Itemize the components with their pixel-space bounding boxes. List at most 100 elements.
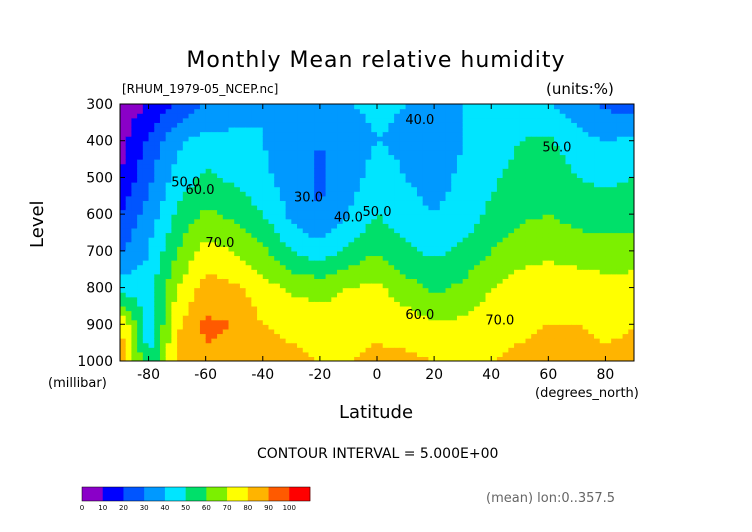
heat-cell <box>496 255 504 261</box>
heat-cell <box>576 292 584 298</box>
heat-cell <box>279 218 287 224</box>
heat-cell <box>611 218 618 224</box>
heat-cell <box>576 204 584 211</box>
heat-cell <box>422 246 429 252</box>
heat-cell <box>428 232 435 238</box>
heat-cell <box>554 122 561 128</box>
heat-cell <box>559 149 567 156</box>
heat-cell <box>554 237 561 243</box>
heat-cell <box>416 149 424 156</box>
heat-cell <box>382 319 390 325</box>
heat-cell <box>479 255 487 261</box>
heat-cell <box>514 136 521 142</box>
heat-cell <box>496 136 504 142</box>
heat-cell <box>382 232 390 238</box>
heat-cell <box>251 278 258 284</box>
heat-cell <box>142 140 150 146</box>
heat-cell <box>422 347 429 353</box>
heat-cell <box>542 250 549 257</box>
heat-cell <box>519 117 527 123</box>
heat-cell <box>474 168 481 174</box>
heat-cell <box>325 204 332 211</box>
heat-cell <box>279 356 287 361</box>
heat-cell <box>582 172 589 179</box>
heat-cell <box>354 227 361 234</box>
heat-cell <box>211 241 218 247</box>
heat-cell <box>325 218 332 224</box>
heat-cell <box>365 324 372 330</box>
heat-cell <box>434 172 441 179</box>
heat-cell <box>142 292 150 298</box>
heat-cell <box>314 287 321 293</box>
heat-cell <box>262 255 270 261</box>
heat-cell <box>342 356 350 361</box>
heat-cell <box>268 168 275 174</box>
heat-cell <box>354 287 361 293</box>
heat-cell <box>262 214 270 220</box>
heat-cell <box>251 227 258 234</box>
heat-cell <box>377 301 384 307</box>
heat-cell <box>222 264 230 270</box>
heat-cell <box>228 241 235 247</box>
heat-cell <box>348 126 355 133</box>
heat-cell <box>171 104 178 110</box>
heat-cell <box>451 113 458 119</box>
heat-cell <box>616 255 624 261</box>
heat-cell <box>451 177 458 183</box>
heat-cell <box>405 301 412 307</box>
heat-cell <box>565 149 572 156</box>
heat-cell <box>377 255 384 261</box>
heat-cell <box>274 273 281 279</box>
heat-cell <box>525 324 532 330</box>
heat-cell <box>171 168 178 174</box>
heat-cell <box>508 191 515 197</box>
heat-cell <box>262 319 270 325</box>
heat-cell <box>474 154 481 160</box>
heat-cell <box>439 241 447 247</box>
heat-cell <box>582 278 589 284</box>
heat-cell <box>456 273 464 279</box>
heat-cell <box>377 324 384 330</box>
heat-cell <box>491 324 498 330</box>
heat-cell <box>571 250 578 257</box>
heat-cell <box>554 140 561 146</box>
heat-cell <box>205 126 212 133</box>
heat-cell <box>439 273 447 279</box>
heat-cell <box>371 296 378 302</box>
heat-cell <box>588 273 595 279</box>
heat-cell <box>571 131 578 137</box>
heat-cell <box>599 126 607 133</box>
heat-cell <box>354 182 361 188</box>
heat-cell <box>576 122 584 128</box>
heat-cell <box>611 168 618 174</box>
heat-cell <box>565 163 572 169</box>
heat-cell <box>342 301 350 307</box>
heat-cell <box>297 200 304 206</box>
heat-cell <box>405 287 412 293</box>
heat-cell <box>222 324 230 330</box>
heat-cell <box>342 282 350 289</box>
heat-cell <box>451 145 458 151</box>
heat-cell <box>474 204 481 211</box>
heat-cell <box>594 182 601 188</box>
heat-cell <box>388 292 395 298</box>
heat-cell <box>622 278 629 284</box>
heat-cell <box>262 356 270 361</box>
heat-cell <box>565 278 572 284</box>
heat-cell <box>120 168 127 174</box>
heat-cell <box>445 319 452 325</box>
heat-cell <box>525 227 532 234</box>
heat-cell <box>337 328 344 335</box>
heat-cell <box>411 333 418 339</box>
heat-cell <box>416 241 424 247</box>
heat-cell <box>394 191 401 197</box>
heat-cell <box>536 145 544 151</box>
heat-cell <box>525 122 532 128</box>
heat-cell <box>525 232 532 238</box>
heat-cell <box>337 296 344 302</box>
heat-cell <box>582 177 589 183</box>
heat-cell <box>491 113 498 119</box>
heat-cell <box>565 269 572 275</box>
heat-cell <box>525 278 532 284</box>
heat-cell <box>337 191 344 197</box>
